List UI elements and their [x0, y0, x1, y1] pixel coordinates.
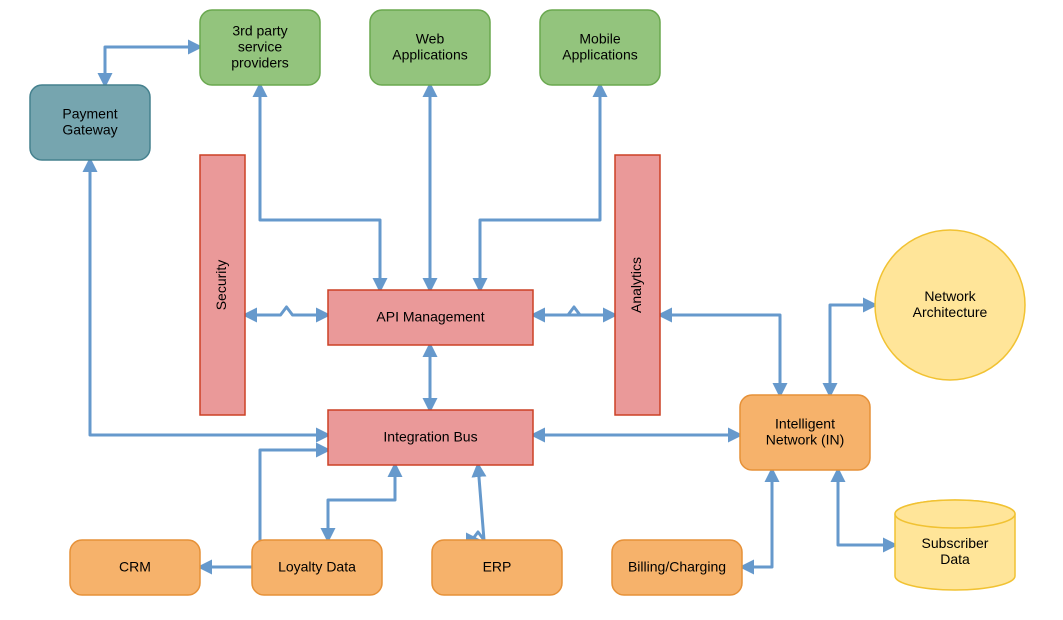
- node-subscriber_data: SubscriberData: [895, 500, 1015, 590]
- node-loyalty: Loyalty Data: [252, 540, 382, 595]
- edge-third_party-api_mgmt: [260, 85, 380, 290]
- edge-security-api_mgmt: [245, 307, 328, 315]
- node-erp-label: ERP: [483, 558, 512, 574]
- edge-analytics-intelligent_net: [660, 315, 780, 395]
- node-loyalty-label: Loyalty Data: [278, 558, 356, 574]
- node-network_arch: NetworkArchitecture: [875, 230, 1025, 380]
- node-third_party-label: 3rd partyserviceproviders: [231, 22, 289, 70]
- edge-mobile_apps-api_mgmt: [480, 85, 600, 290]
- edge-intelligent_net-network_arch: [830, 305, 875, 395]
- edge-intelligent_net-subscriber_data: [838, 470, 895, 545]
- edge-payment_gateway-third_party: [105, 47, 200, 85]
- node-web_apps: WebApplications: [370, 10, 490, 85]
- node-intelligent_net: IntelligentNetwork (IN): [740, 395, 870, 470]
- node-erp: ERP: [432, 540, 562, 595]
- node-security: Security: [200, 155, 245, 415]
- node-billing: Billing/Charging: [612, 540, 742, 595]
- edge-analytics-api_mgmt: [533, 307, 615, 315]
- edge-erp-integration_bus: [472, 465, 484, 540]
- node-security-label: Security: [213, 260, 229, 311]
- node-crm: CRM: [70, 540, 200, 595]
- node-payment_gateway: PaymentGateway: [30, 85, 150, 160]
- node-payment_gateway-label: PaymentGateway: [62, 105, 117, 137]
- node-integration_bus: Integration Bus: [328, 410, 533, 465]
- node-billing-label: Billing/Charging: [628, 558, 726, 574]
- edge-intelligent_net-billing: [742, 470, 772, 567]
- node-integration_bus-label: Integration Bus: [383, 428, 477, 444]
- nodes-layer: PaymentGateway 3rd partyserviceproviders W…: [30, 10, 1025, 595]
- edge-loyalty-integration_bus: [328, 465, 395, 540]
- node-api_mgmt: API Management: [328, 290, 533, 345]
- node-intelligent_net-label: IntelligentNetwork (IN): [766, 415, 845, 447]
- node-third_party: 3rd partyserviceproviders: [200, 10, 320, 85]
- node-analytics-label: Analytics: [628, 257, 644, 313]
- node-mobile_apps: MobileApplications: [540, 10, 660, 85]
- node-api_mgmt-label: API Management: [376, 308, 484, 324]
- node-analytics: Analytics: [615, 155, 660, 415]
- node-crm-label: CRM: [119, 558, 151, 574]
